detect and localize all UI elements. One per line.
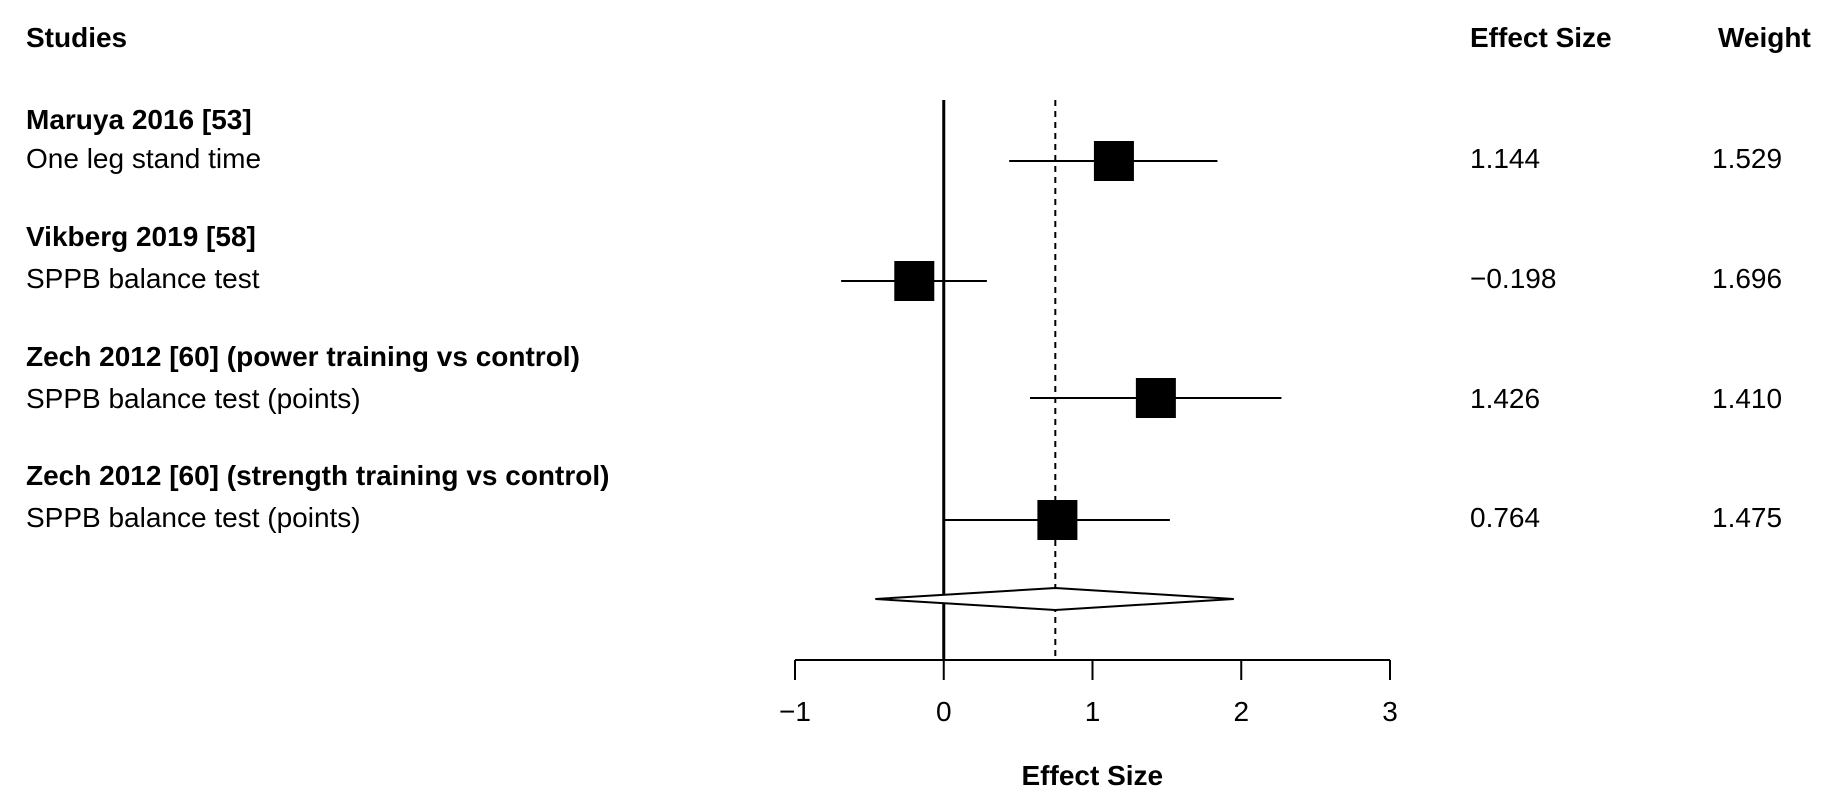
pooled-effect-diamond bbox=[875, 586, 1234, 612]
study-outcome: SPPB balance test bbox=[26, 263, 260, 294]
study-name: Zech 2012 [60] (strength training vs con… bbox=[26, 460, 610, 491]
x-tick-label: 1 bbox=[1085, 696, 1101, 727]
effect-size-marker bbox=[894, 261, 935, 301]
x-axis-label: Effect Size bbox=[1021, 760, 1164, 791]
x-tick-label: −1 bbox=[779, 696, 811, 727]
weight-value: 1.410 bbox=[1712, 383, 1783, 414]
effect-size-marker bbox=[1037, 500, 1078, 540]
studies-header: Studies bbox=[26, 22, 128, 53]
study-name: Zech 2012 [60] (power training vs contro… bbox=[26, 341, 580, 372]
study-name: Maruya 2016 [53] bbox=[26, 104, 252, 135]
effect-size-value: −0.198 bbox=[1470, 263, 1557, 294]
effect-size-value: 1.426 bbox=[1470, 383, 1541, 414]
study-name: Vikberg 2019 [58] bbox=[26, 221, 256, 252]
effect-size-header: Effect Size bbox=[1470, 22, 1612, 53]
study-outcome: One leg stand time bbox=[26, 143, 262, 174]
weight-value: 1.529 bbox=[1712, 143, 1783, 174]
effect-size-marker bbox=[1093, 141, 1134, 181]
weight-header: Weight bbox=[1718, 22, 1811, 53]
effect-size-value: 0.764 bbox=[1470, 502, 1541, 533]
weight-value: 1.696 bbox=[1712, 263, 1783, 294]
study-outcome: SPPB balance test (points) bbox=[26, 383, 361, 414]
x-tick-label: 2 bbox=[1233, 696, 1249, 727]
effect-size-marker bbox=[1135, 378, 1176, 418]
x-tick-label: 3 bbox=[1382, 696, 1398, 727]
effect-size-value: 1.144 bbox=[1470, 143, 1541, 174]
x-tick-label: 0 bbox=[936, 696, 952, 727]
weight-value: 1.475 bbox=[1712, 502, 1783, 533]
study-outcome: SPPB balance test (points) bbox=[26, 502, 361, 533]
